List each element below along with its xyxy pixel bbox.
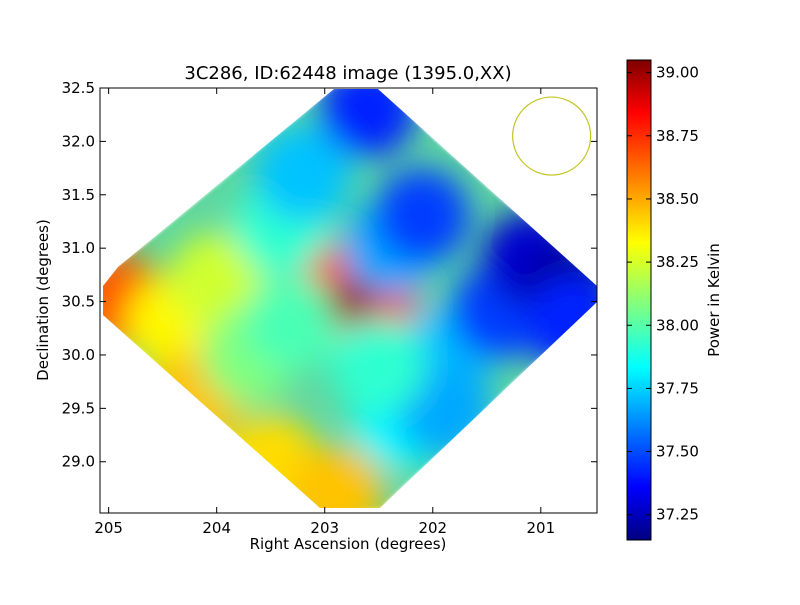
beam-circle bbox=[512, 96, 592, 176]
y-tick-label: 29.0 bbox=[62, 453, 95, 471]
x-tick-label: 202 bbox=[418, 519, 447, 537]
plot-frame bbox=[99, 87, 598, 514]
y-tick-label: 30.0 bbox=[62, 346, 95, 364]
heatmap-sample bbox=[373, 168, 470, 265]
colorbar-tick-label: 38.25 bbox=[656, 253, 699, 271]
heatmap-sample bbox=[244, 274, 341, 371]
colorbar-tick-label: 39.00 bbox=[656, 64, 699, 82]
heatmap-sample bbox=[330, 317, 427, 414]
heatmap-map bbox=[103, 89, 597, 508]
heatmap-sample bbox=[168, 232, 265, 329]
x-axis: 205 204 203 202 201 bbox=[94, 88, 555, 537]
y-tick-label: 32.5 bbox=[62, 79, 95, 97]
heatmap-sample bbox=[319, 89, 416, 158]
heatmap-core bbox=[329, 283, 374, 320]
heatmap-sample bbox=[525, 274, 597, 371]
x-axis-label: Right Ascension (degrees) bbox=[250, 535, 447, 553]
x-tick-label: 205 bbox=[94, 519, 123, 537]
colorbar-tick-label: 37.75 bbox=[656, 379, 699, 397]
colorbar: 37.25 37.50 37.75 38.00 38.25 38.50 38.75 39.00… bbox=[626, 59, 723, 541]
y-axis-label: Declination (degrees) bbox=[34, 219, 52, 381]
chart-title: 3C286, ID:62448 image (1395.0,XX) bbox=[184, 63, 511, 84]
heatmap-sample bbox=[287, 445, 384, 508]
x-tick-label: 204 bbox=[202, 519, 231, 537]
x-tick-label: 201 bbox=[526, 519, 555, 537]
colorbar-tick-label: 38.50 bbox=[656, 190, 699, 208]
y-tick-label: 30.5 bbox=[62, 293, 95, 311]
colorbar-gradient bbox=[626, 59, 652, 541]
colorbar-tick-label: 38.00 bbox=[656, 316, 699, 334]
colorbar-tick-label: 37.25 bbox=[656, 506, 699, 524]
y-tick-label: 29.5 bbox=[62, 399, 95, 417]
colorbar-label: Power in Kelvin bbox=[705, 243, 723, 357]
y-tick-label: 31.0 bbox=[62, 239, 95, 257]
y-tick-label: 31.5 bbox=[62, 186, 95, 204]
y-axis: 29.0 29.5 30.0 30.5 31.0 31.5 32.0 32.5 bbox=[62, 79, 597, 471]
heatmap-sample bbox=[255, 125, 352, 222]
x-tick-label: 203 bbox=[310, 519, 339, 537]
colorbar-tick-label: 38.75 bbox=[656, 127, 699, 145]
colorbar-tick-label: 37.50 bbox=[656, 443, 699, 461]
colorbar-ticks: 37.25 37.50 37.75 38.00 38.25 38.50 38.75 39.00 bbox=[627, 64, 699, 524]
y-tick-label: 32.0 bbox=[62, 132, 95, 150]
